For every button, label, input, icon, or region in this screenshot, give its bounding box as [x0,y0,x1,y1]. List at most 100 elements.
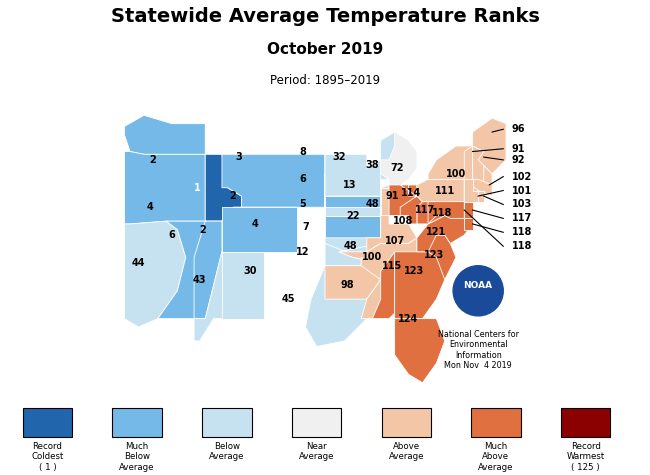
Polygon shape [395,252,445,319]
Polygon shape [222,252,264,319]
Polygon shape [325,216,381,238]
Text: 38: 38 [365,161,379,171]
Polygon shape [464,146,473,180]
Text: 91: 91 [385,191,398,201]
Text: 1: 1 [194,183,200,193]
Polygon shape [417,202,464,224]
Text: 6: 6 [300,174,306,184]
Text: 108: 108 [393,216,413,226]
Text: 107: 107 [385,236,405,246]
Polygon shape [428,202,464,224]
Text: National Centers for
Environmental
Information
Mon Nov  4 2019: National Centers for Environmental Infor… [437,330,519,370]
Text: 124: 124 [398,314,419,323]
Polygon shape [222,207,297,252]
Text: Record
Coldest
( 1 ): Record Coldest ( 1 ) [31,442,64,472]
Polygon shape [325,196,381,216]
Text: 44: 44 [132,258,145,268]
Text: 72: 72 [391,163,404,173]
Text: 102: 102 [512,171,532,181]
Text: 98: 98 [341,280,354,290]
Text: 103: 103 [512,200,532,209]
Text: NOAA: NOAA [463,281,493,290]
Text: 118: 118 [512,228,532,238]
Polygon shape [124,115,205,154]
Text: 101: 101 [512,186,532,196]
Polygon shape [361,238,436,280]
Polygon shape [124,221,186,327]
Polygon shape [428,235,456,280]
Text: 123: 123 [424,249,444,259]
Polygon shape [400,185,422,224]
Text: October 2019: October 2019 [267,41,383,57]
Text: 43: 43 [193,275,207,285]
Polygon shape [325,132,395,207]
Polygon shape [417,180,464,202]
Polygon shape [205,154,241,221]
Text: 4: 4 [252,219,259,229]
Polygon shape [464,202,473,218]
Text: Much
Above
Average: Much Above Average [478,442,514,472]
Text: 117: 117 [415,205,436,215]
Polygon shape [325,154,367,207]
Polygon shape [325,168,381,207]
Polygon shape [339,216,417,260]
Text: 118: 118 [512,241,532,251]
Text: 96: 96 [512,124,525,134]
Polygon shape [325,238,381,280]
Text: Period: 1895–2019: Period: 1895–2019 [270,74,380,87]
Text: 114: 114 [401,188,421,198]
Text: 117: 117 [512,213,532,223]
Text: 32: 32 [332,152,346,162]
FancyBboxPatch shape [382,408,431,437]
Text: 100: 100 [362,252,382,262]
Polygon shape [381,132,417,188]
Polygon shape [428,146,492,202]
Text: 100: 100 [446,169,466,179]
Polygon shape [372,252,395,319]
Polygon shape [381,185,389,216]
Text: 30: 30 [243,266,257,276]
FancyBboxPatch shape [471,408,521,437]
Text: 4: 4 [146,202,153,212]
Text: Near
Average: Near Average [299,442,334,462]
Text: Much
Below
Average: Much Below Average [120,442,155,472]
Text: 118: 118 [432,208,452,218]
Text: 13: 13 [343,180,357,190]
Polygon shape [306,238,389,346]
Text: 2: 2 [199,225,206,235]
Polygon shape [417,216,473,252]
Polygon shape [464,218,473,229]
Polygon shape [473,146,484,190]
Text: 115: 115 [382,261,402,271]
Polygon shape [222,154,325,207]
Polygon shape [158,221,222,319]
Polygon shape [194,252,264,341]
Text: 92: 92 [512,155,525,165]
Text: 48: 48 [343,241,357,251]
Text: Above
Average: Above Average [389,442,424,462]
Text: Record
Warmest
( 125 ): Record Warmest ( 125 ) [567,442,604,472]
Text: 48: 48 [365,200,379,209]
Text: 123: 123 [404,266,424,276]
FancyBboxPatch shape [202,408,252,437]
FancyBboxPatch shape [23,408,72,437]
Polygon shape [124,152,205,224]
Polygon shape [325,196,389,260]
Text: 45: 45 [282,294,296,304]
Text: 91: 91 [512,144,525,154]
Text: Statewide Average Temperature Ranks: Statewide Average Temperature Ranks [111,7,540,26]
Text: 12: 12 [296,247,309,257]
Text: 7: 7 [302,222,309,232]
Text: 111: 111 [435,186,455,196]
Polygon shape [325,238,389,266]
Text: Below
Average: Below Average [209,442,244,462]
Polygon shape [389,319,445,383]
Polygon shape [381,188,389,216]
Text: 2: 2 [149,155,156,165]
Polygon shape [389,185,417,216]
Polygon shape [325,188,389,216]
Text: 22: 22 [346,210,359,220]
Polygon shape [478,190,484,202]
Polygon shape [361,271,389,319]
Text: 5: 5 [300,200,306,209]
